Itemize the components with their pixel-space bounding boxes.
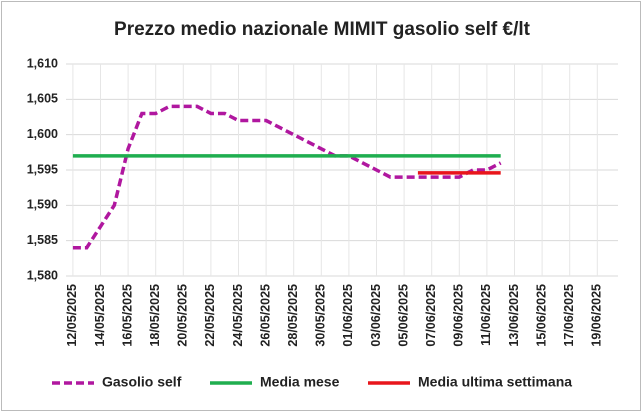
x-tick-label: 12/05/2025 [65, 284, 79, 347]
x-tick-label: 05/06/2025 [396, 284, 410, 347]
y-tick-label: 1,595 [27, 162, 58, 176]
series-line [72, 104, 502, 250]
x-tick-label: 14/05/2025 [93, 284, 107, 347]
y-tick-label: 1,600 [27, 127, 58, 141]
legend-label: Media ultima settimana [418, 374, 572, 390]
x-tick-label: 16/05/2025 [120, 284, 134, 347]
x-tick-label: 11/06/2025 [479, 284, 493, 346]
x-tick-label: 20/05/2025 [176, 284, 190, 347]
x-tick-label: 07/06/2025 [424, 284, 438, 347]
x-tick-label: 17/06/2025 [562, 284, 576, 347]
x-tick-label: 26/05/2025 [258, 284, 272, 347]
x-tick-label: 09/06/2025 [452, 284, 466, 347]
x-tick-label: 01/06/2025 [341, 284, 355, 347]
x-tick-label: 03/06/2025 [369, 284, 383, 347]
x-tick-label: 24/05/2025 [231, 284, 245, 347]
y-tick-label: 1,580 [27, 268, 58, 282]
x-tick-label: 18/05/2025 [148, 284, 162, 347]
y-tick-label: 1,585 [27, 233, 58, 247]
x-tick-label: 19/06/2025 [590, 284, 604, 347]
x-tick-label: 13/06/2025 [507, 284, 521, 347]
legend-label: Gasolio self [102, 374, 182, 390]
y-tick-label: 1,590 [27, 198, 58, 212]
x-tick-label: 28/05/2025 [286, 284, 300, 347]
x-tick-label: 30/05/2025 [314, 284, 328, 347]
x-tick-label: 22/05/2025 [203, 284, 217, 347]
y-tick-label: 1,605 [27, 92, 58, 106]
x-tick-label: 15/06/2025 [534, 284, 548, 347]
y-tick-label: 1,610 [27, 56, 58, 70]
legend-label: Media mese [260, 374, 340, 390]
chart-title: Prezzo medio nazionale MIMIT gasolio sel… [114, 19, 531, 40]
